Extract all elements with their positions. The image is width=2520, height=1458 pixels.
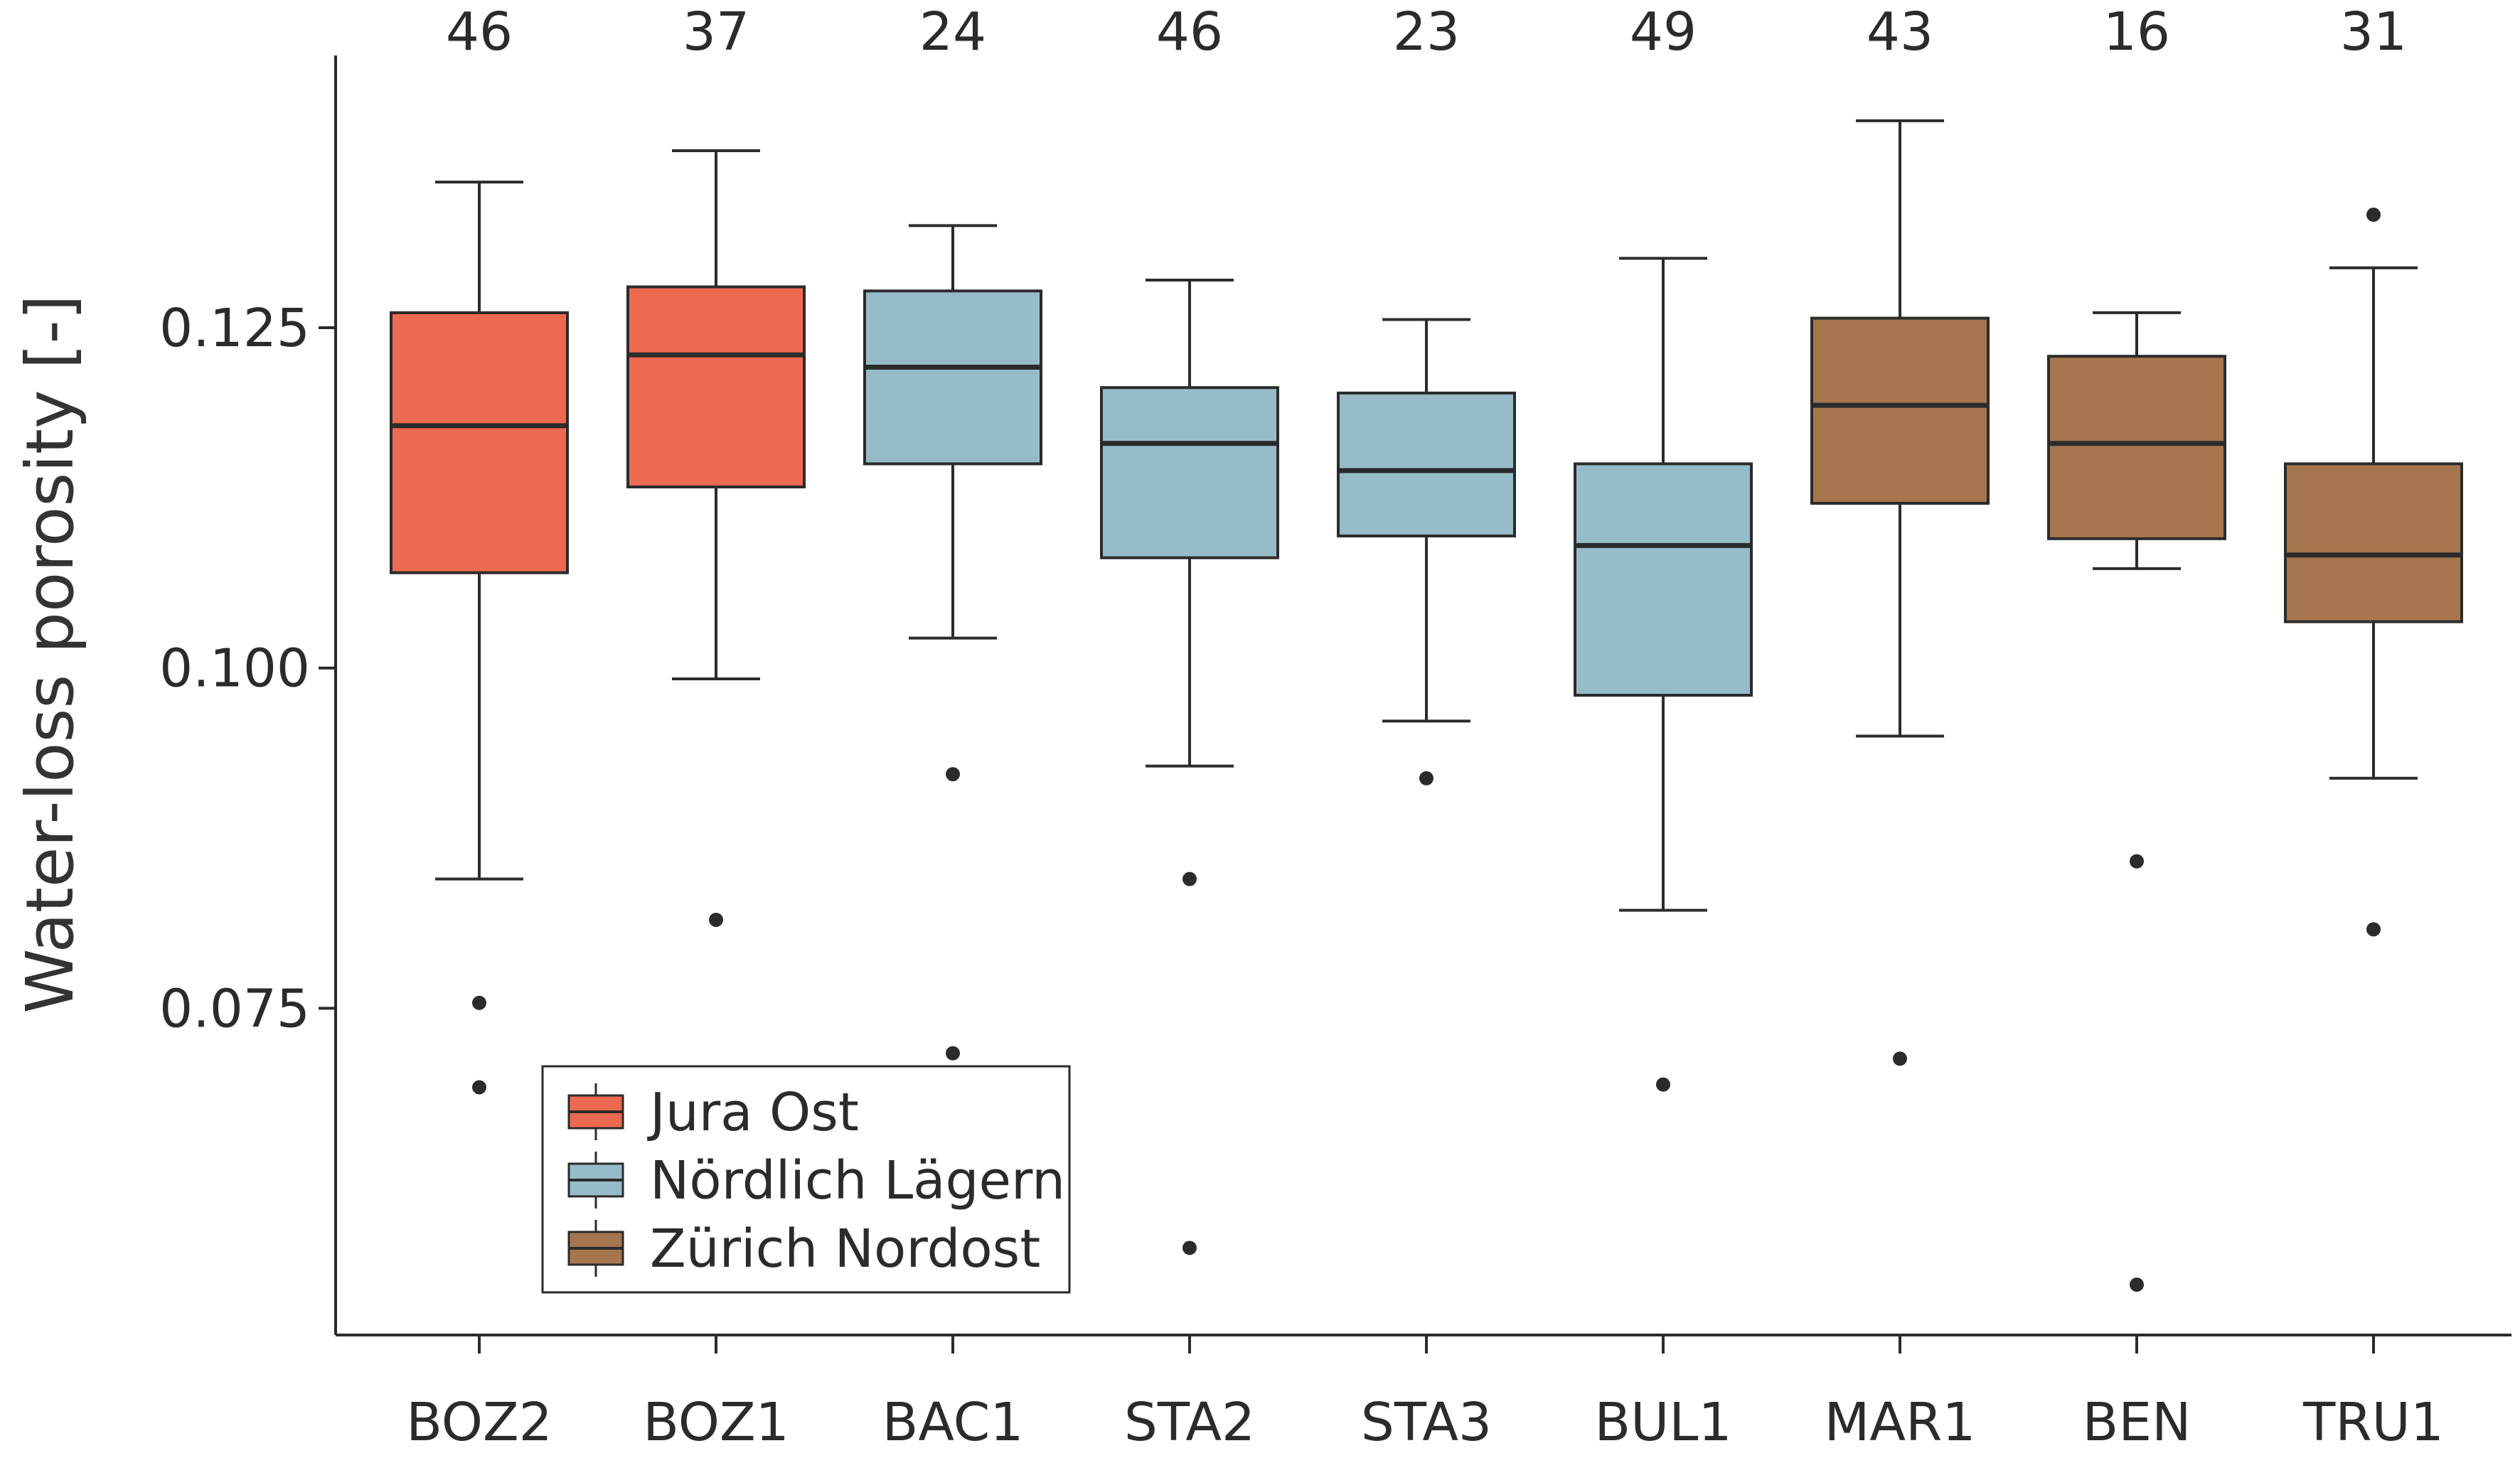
- count-label-boz2: 46: [446, 1, 513, 63]
- x-tick-label-sta3: STA3: [1361, 1392, 1492, 1453]
- count-label-sta3: 23: [1393, 1, 1460, 63]
- box-bac1: [863, 224, 1042, 1061]
- iqr-box: [2047, 355, 2226, 540]
- outlier-point: [1182, 1240, 1197, 1255]
- box-mar1: [1810, 119, 1990, 1066]
- count-label-ben: 16: [2103, 1, 2170, 63]
- outlier-point: [2366, 922, 2381, 937]
- x-tick-label-bac1: BAC1: [882, 1392, 1024, 1453]
- outlier-point: [946, 767, 960, 782]
- x-tick-label-bul1: BUL1: [1594, 1392, 1731, 1453]
- legend-label: Jura Ost: [647, 1082, 859, 1143]
- count-label-bul1: 49: [1630, 1, 1697, 63]
- axes: 0.075 0.100 0.125 BOZ2 BOZ1 BAC1 STA2 STA3 BUL1 M…: [159, 55, 2511, 1453]
- legend-label: Zürich Nordost: [650, 1218, 1040, 1280]
- y-axis-label: Water-loss porosity [-]: [12, 294, 88, 1013]
- iqr-box: [1337, 391, 1516, 537]
- legend-label: Nördlich Lägern: [650, 1150, 1065, 1211]
- iqr-box: [2284, 462, 2463, 623]
- iqr-box: [1574, 462, 1753, 697]
- legend-entry: Nördlich Lägern: [567, 1150, 1065, 1211]
- x-tick-label-mar1: MAR1: [1825, 1392, 1976, 1453]
- iqr-box: [390, 311, 569, 574]
- outlier-point: [2130, 1277, 2144, 1292]
- y-tick-label: 0.125: [159, 298, 310, 359]
- y-tick-label: 0.075: [159, 978, 310, 1039]
- box-sta2: [1100, 278, 1279, 1255]
- y-tick-label: 0.100: [159, 638, 310, 699]
- legend-entry: Jura Ost: [567, 1082, 859, 1143]
- count-label-bac1: 24: [919, 1, 986, 63]
- count-label-mar1: 43: [1867, 1, 1933, 63]
- outlier-point: [1656, 1077, 1670, 1092]
- outlier-point: [2366, 208, 2381, 223]
- x-tick-label-tru1: TRU1: [2302, 1392, 2444, 1453]
- x-tick-label-boz1: BOZ1: [643, 1392, 789, 1453]
- count-label-sta2: 46: [1156, 1, 1223, 63]
- outlier-point: [472, 1080, 486, 1095]
- iqr-box: [1810, 316, 1990, 505]
- box-bul1: [1574, 257, 1753, 1092]
- sample-counts: 46 37 24 46 23 49 43 16 31: [446, 1, 2407, 63]
- box-sta3: [1337, 318, 1516, 786]
- box-ben: [2047, 311, 2226, 1292]
- x-tick-label-ben: BEN: [2083, 1392, 2191, 1453]
- box-series: [390, 119, 2463, 1292]
- outlier-point: [709, 912, 723, 927]
- box-boz1: [626, 149, 806, 927]
- outlier-point: [472, 995, 486, 1010]
- outlier-point: [1182, 872, 1197, 886]
- outlier-point: [1419, 771, 1433, 786]
- iqr-box: [1100, 386, 1279, 559]
- count-label-tru1: 31: [2340, 1, 2407, 63]
- box-boz2: [390, 181, 569, 1095]
- x-tick-label-sta2: STA2: [1124, 1392, 1255, 1453]
- legend: Jura Ost Nördlich Lägern Zürich Nordost: [541, 1065, 1071, 1294]
- iqr-box: [626, 285, 806, 489]
- x-tick-label-boz2: BOZ2: [406, 1392, 552, 1453]
- outlier-point: [2130, 854, 2144, 869]
- legend-frame: [541, 1065, 1071, 1294]
- iqr-box: [863, 289, 1042, 466]
- outlier-point: [1893, 1051, 1907, 1066]
- outlier-point: [946, 1046, 960, 1061]
- legend-entry: Zürich Nordost: [567, 1218, 1040, 1280]
- box-tru1: [2284, 208, 2463, 937]
- count-label-boz1: 37: [683, 1, 749, 63]
